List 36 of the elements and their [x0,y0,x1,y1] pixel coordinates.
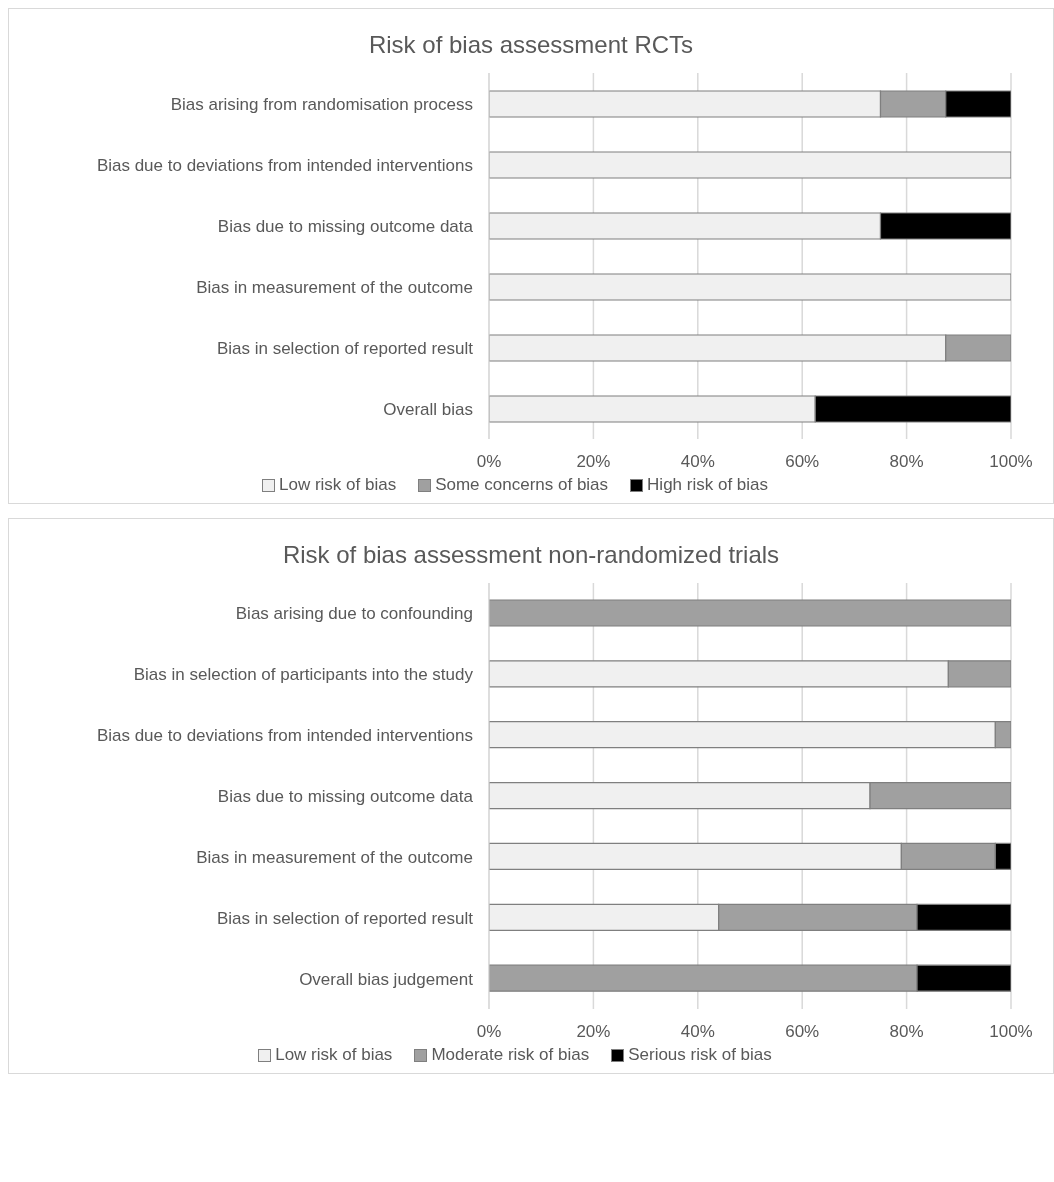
legend-label: Some concerns of bias [434,475,609,495]
y-tick-label: Bias in selection of reported result [216,908,474,928]
x-tick-label: 20% [576,1022,611,1042]
y-tick-label: Bias due to missing outcome data [217,216,474,236]
x-tick-label: 80% [889,452,924,472]
bar [489,273,1011,301]
legend-label: High risk of bias [646,475,769,495]
chart-title: Risk of bias assessment non-randomized trials [281,541,781,569]
x-tick-label: 0% [476,452,502,472]
y-tick-label: Bias due to deviations from intended interventions [96,155,473,175]
x-tick-label: 40% [680,452,715,472]
x-tick-label: 80% [889,1022,924,1042]
y-tick-label: Bias due to missing outcome data [217,787,474,807]
bar [489,151,1011,179]
y-tick-label: Bias due to deviations from intended interventions [96,726,473,746]
x-tick-label: 20% [576,452,611,472]
bar [489,599,1011,627]
legend-label: Low risk of bias [274,1045,393,1065]
y-tick-label: Overall bias judgement [299,969,474,989]
x-tick-label: 100% [989,1022,1033,1042]
x-tick-label: 0% [476,1022,502,1042]
y-tick-label: Bias in measurement of the outcome [196,847,473,867]
x-tick-label: 60% [785,1022,820,1042]
y-tick-label: Bias arising from randomisation process [170,94,473,114]
legend-label: Moderate risk of bias [430,1045,590,1065]
y-tick-label: Overall bias [383,399,473,419]
x-tick-label: 60% [785,452,820,472]
chart-title: Risk of bias assessment RCTs [367,31,695,59]
y-tick-label: Bias in selection of participants into the study [133,665,474,685]
x-tick-label: 100% [989,452,1033,472]
legend-label: Serious risk of bias [627,1045,772,1065]
legend-label: Low risk of bias [278,475,397,495]
y-tick-label: Bias in measurement of the outcome [196,277,473,297]
y-tick-label: Bias arising due to confounding [235,604,473,624]
x-tick-label: 40% [680,1022,715,1042]
y-tick-label: Bias in selection of reported result [216,338,474,358]
